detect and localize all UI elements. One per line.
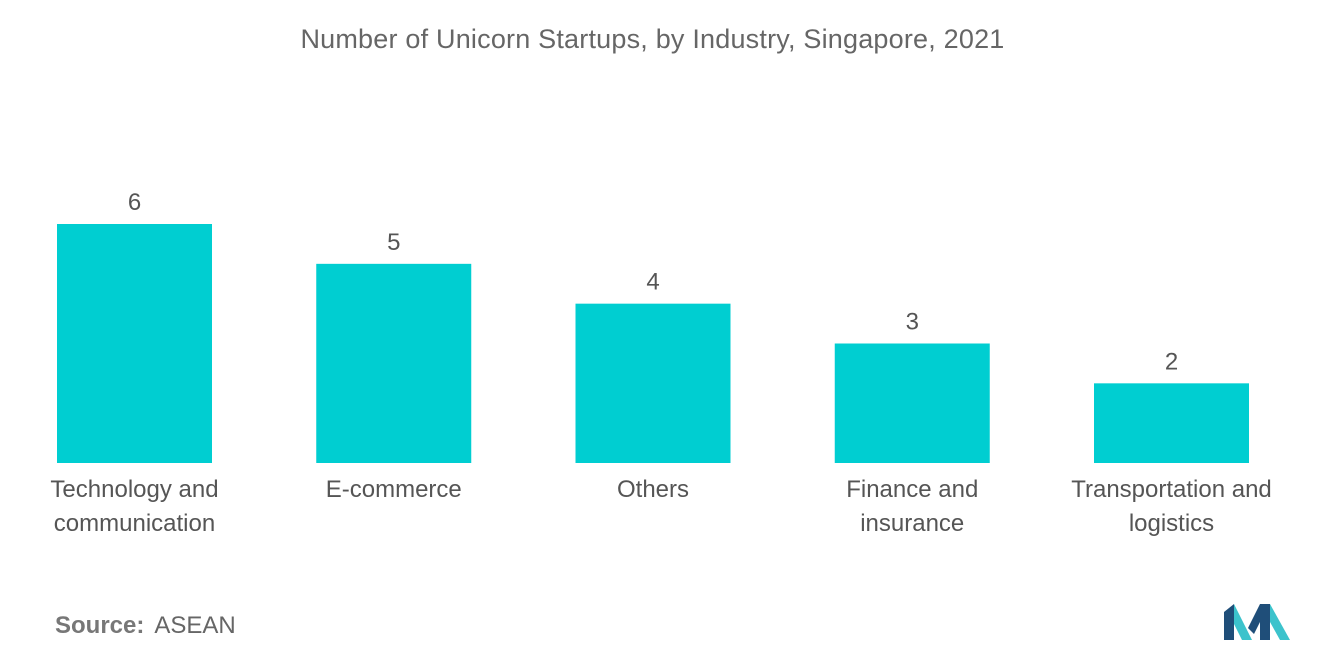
bar-value-label: 6 [128, 189, 141, 216]
source-label: Source: [55, 612, 145, 639]
category-label: Technology and communication [50, 476, 218, 537]
bar [316, 263, 472, 463]
category-label-line: Finance and [846, 476, 978, 503]
source-value: ASEAN [154, 612, 236, 639]
bar-value-label: 3 [906, 309, 919, 336]
category-label: E-commerce [326, 476, 462, 503]
bar-value-label: 2 [1165, 348, 1178, 375]
category-label: Transportation and logistics [1071, 476, 1272, 537]
category-label-line: E-commerce [326, 476, 462, 503]
category-label-line: Transportation and [1071, 476, 1272, 503]
category-label-line: communication [54, 510, 215, 537]
bar [1094, 383, 1249, 463]
source-note: Source: ASEAN [55, 612, 236, 640]
category-label-line: insurance [860, 510, 964, 537]
category-label-line: logistics [1129, 510, 1214, 537]
bar [575, 303, 731, 463]
bar [57, 224, 212, 463]
chart-title: Number of Unicorn Startups, by Industry,… [300, 24, 1005, 54]
bar-value-label: 5 [387, 229, 400, 256]
bar [834, 343, 990, 463]
category-label: Others [617, 476, 689, 503]
mordor-logo-icon [1224, 604, 1290, 640]
category-label: Finance and insurance [846, 476, 978, 537]
category-label-line: Technology and [50, 476, 218, 503]
bar-value-label: 4 [646, 269, 659, 296]
category-label-line: Others [617, 476, 689, 503]
